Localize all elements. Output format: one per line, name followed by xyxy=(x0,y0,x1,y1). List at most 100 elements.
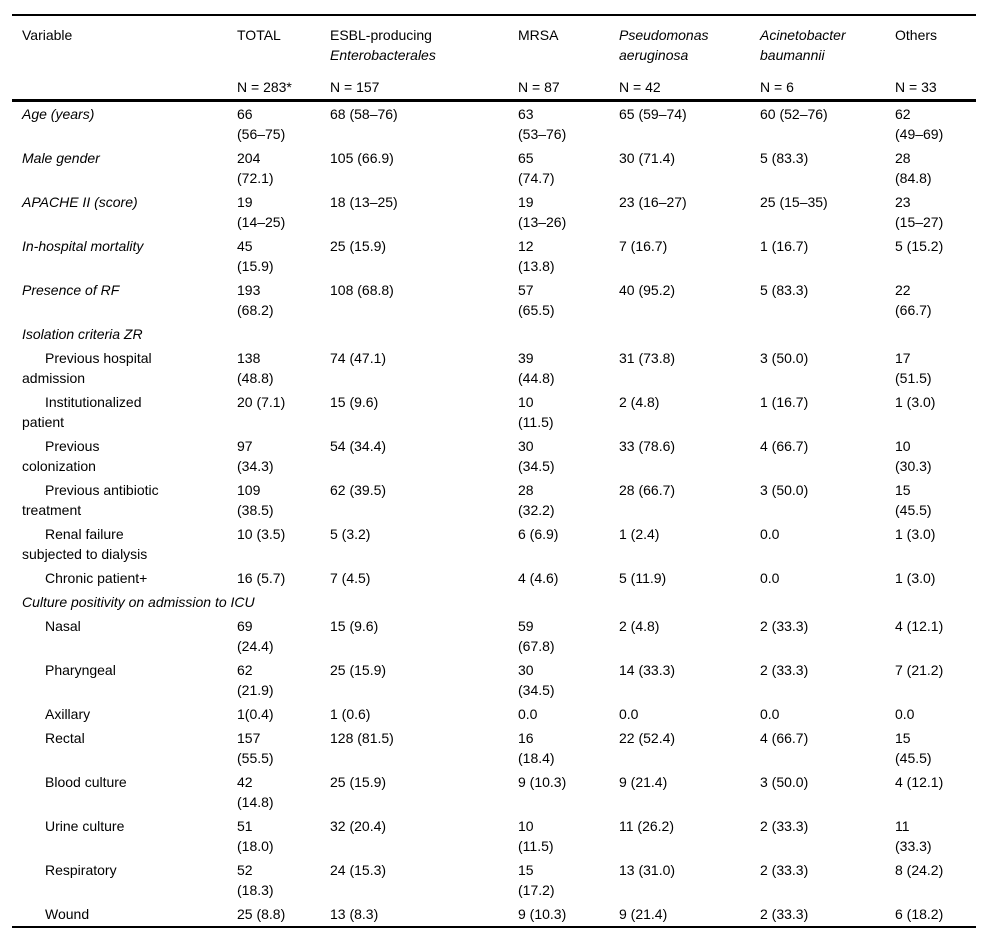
value-cell-mrsa: 10 (11.5) xyxy=(518,818,554,854)
value-cell-esbl: 74 (47.1) xyxy=(330,350,387,366)
value-cell-pseudomonas: 9 (21.4) xyxy=(619,906,668,922)
value-cell-total: 109 (38.5) xyxy=(237,482,274,518)
value-cell-pseudomonas: 13 (31.0) xyxy=(619,862,676,878)
table-row: Renal failure subjected to dialysis 10 (3… xyxy=(12,522,976,566)
column-header-label: MRSA xyxy=(518,27,559,43)
value-cell-acinetobacter: 1 (16.7) xyxy=(760,238,809,254)
value-cell-acinetobacter: 3 (50.0) xyxy=(760,482,809,498)
section-label: Culture positivity on admission to ICU xyxy=(22,594,255,610)
column-header-label: baumannii xyxy=(760,47,825,63)
value-cell-mrsa: 19 (13–26) xyxy=(518,194,567,230)
value-cell-esbl: 18 (13–25) xyxy=(330,194,398,210)
row-label: Age (years) xyxy=(22,106,95,122)
row-label: Wound xyxy=(45,906,90,922)
table-row: Presence of RF 193 (68.2) 108 (68.8) 57 (65… xyxy=(12,278,976,322)
column-header-label: TOTAL xyxy=(237,27,281,43)
value-cell-esbl: 7 (4.5) xyxy=(330,570,371,586)
value-cell-pseudomonas: 7 (16.7) xyxy=(619,238,668,254)
row-label: Pharyngeal xyxy=(45,662,116,678)
table-row: Previous hospital admission 138 (48.8) 74 … xyxy=(12,346,976,390)
table-row: Age (years) 66 (56–75) 68 (58–76) 63 (53–76… xyxy=(12,101,976,147)
column-header-label: ESBL-producing xyxy=(330,27,432,43)
value-cell-esbl: 25 (15.9) xyxy=(330,238,387,254)
value-cell-mrsa: 39 (44.8) xyxy=(518,350,555,386)
value-cell-mrsa: 30 (34.5) xyxy=(518,438,555,474)
value-cell-esbl: 15 (9.6) xyxy=(330,618,379,634)
row-label: Respiratory xyxy=(45,862,117,878)
value-cell-pseudomonas: 1 (2.4) xyxy=(619,526,660,542)
row-label: Presence of RF xyxy=(22,282,120,298)
table-row: Wound 25 (8.8) 13 (8.3) 9 (10.3) 9 (21.4) 2 (… xyxy=(12,902,976,927)
value-cell-others: 10 (30.3) xyxy=(895,438,932,474)
table-body: Age (years) 66 (56–75) 68 (58–76) 63 (53–76… xyxy=(12,101,976,928)
value-cell-esbl: 108 (68.8) xyxy=(330,282,394,298)
value-cell-others: 1 (3.0) xyxy=(895,526,936,542)
value-cell-acinetobacter: 1 (16.7) xyxy=(760,394,809,410)
value-cell-pseudomonas: 65 (59–74) xyxy=(619,106,687,122)
value-cell-acinetobacter: 4 (66.7) xyxy=(760,438,809,454)
value-cell-total: 16 (5.7) xyxy=(237,570,286,586)
table-row: Blood culture 42 (14.8) 25 (15.9) 9 (10.3) 9… xyxy=(12,770,976,814)
column-header-mrsa: MRSA xyxy=(508,15,609,75)
column-n-count-total: N = 283* xyxy=(227,75,320,102)
value-cell-pseudomonas: 11 (26.2) xyxy=(619,818,674,834)
column-header-label: Variable xyxy=(22,27,73,43)
value-cell-acinetobacter: 3 (50.0) xyxy=(760,350,809,366)
value-cell-mrsa: 12 (13.8) xyxy=(518,238,555,274)
value-cell-pseudomonas: 5 (11.9) xyxy=(619,570,667,586)
value-cell-mrsa: 6 (6.9) xyxy=(518,526,559,542)
value-cell-others: 22 (66.7) xyxy=(895,282,932,318)
value-cell-others: 0.0 xyxy=(895,706,915,722)
value-cell-acinetobacter: 0.0 xyxy=(760,526,780,542)
row-label: Blood culture xyxy=(45,774,127,790)
table-row: Previous antibiotic treatment 109 (38.5) 6… xyxy=(12,478,976,522)
value-cell-total: 66 (56–75) xyxy=(237,106,286,142)
table-row: Axillary 1(0.4) 1 (0.6) 0.0 0.0 0.0 0.0 xyxy=(12,702,976,726)
value-cell-pseudomonas: 23 (16–27) xyxy=(619,194,687,210)
value-cell-mrsa: 0.0 xyxy=(518,706,538,722)
value-cell-others: 5 (15.2) xyxy=(895,238,944,254)
value-cell-total: 62 (21.9) xyxy=(237,662,274,698)
value-cell-total: 138 (48.8) xyxy=(237,350,274,386)
table-row: Previous colonization 97 (34.3) 54 (34.4) 3… xyxy=(12,434,976,478)
value-cell-mrsa: 59 (67.8) xyxy=(518,618,555,654)
column-header-label: Enterobacterales xyxy=(330,47,436,63)
row-label: Axillary xyxy=(45,706,91,722)
patient-characteristics-table: Variable TOTAL ESBL-producing Enterobactera… xyxy=(12,14,976,928)
value-cell-pseudomonas: 9 (21.4) xyxy=(619,774,668,790)
value-cell-pseudomonas: 28 (66.7) xyxy=(619,482,676,498)
value-cell-mrsa: 9 (10.3) xyxy=(518,906,567,922)
value-cell-esbl: 13 (8.3) xyxy=(330,906,379,922)
value-cell-pseudomonas: 33 (78.6) xyxy=(619,438,676,454)
row-label: Previous hospital admission xyxy=(22,350,152,386)
value-cell-total: 25 (8.8) xyxy=(237,906,286,922)
value-cell-others: 62 (49–69) xyxy=(895,106,944,142)
value-cell-mrsa: 4 (4.6) xyxy=(518,570,559,586)
column-header-variable: Variable xyxy=(12,15,227,75)
row-label: Nasal xyxy=(45,618,81,634)
table-row: Male gender 204 (72.1) 105 (66.9) 65 (74.7)… xyxy=(12,146,976,190)
column-header-pseudomonas: Pseudomonas aeruginosa xyxy=(609,15,750,75)
value-cell-others: 1 (3.0) xyxy=(895,394,936,410)
column-header-esbl: ESBL-producing Enterobacterales xyxy=(320,15,508,75)
row-label: Renal failure subjected to dialysis xyxy=(22,526,148,562)
value-cell-pseudomonas: 14 (33.3) xyxy=(619,662,676,678)
column-header-label: Others xyxy=(895,27,938,43)
value-cell-esbl: 68 (58–76) xyxy=(330,106,398,122)
value-cell-esbl: 25 (15.9) xyxy=(330,662,387,678)
value-cell-others: 7 (21.2) xyxy=(895,662,944,678)
column-header-label: Acinetobacter xyxy=(760,27,846,43)
value-cell-total: 97 (34.3) xyxy=(237,438,274,474)
table-row: Respiratory 52 (18.3) 24 (15.3) 15 (17.2) 13… xyxy=(12,858,976,902)
section-row: Isolation criteria ZR xyxy=(12,322,976,346)
value-cell-total: 51 (18.0) xyxy=(237,818,274,854)
value-cell-acinetobacter: 60 (52–76) xyxy=(760,106,828,122)
column-header-label: aeruginosa xyxy=(619,47,689,63)
row-label: Rectal xyxy=(45,730,85,746)
value-cell-acinetobacter: 5 (83.3) xyxy=(760,150,809,166)
value-cell-esbl: 1 (0.6) xyxy=(330,706,371,722)
value-cell-mrsa: 28 (32.2) xyxy=(518,482,555,518)
table-row: Urine culture 51 (18.0) 32 (20.4) 10 (11.5)… xyxy=(12,814,976,858)
